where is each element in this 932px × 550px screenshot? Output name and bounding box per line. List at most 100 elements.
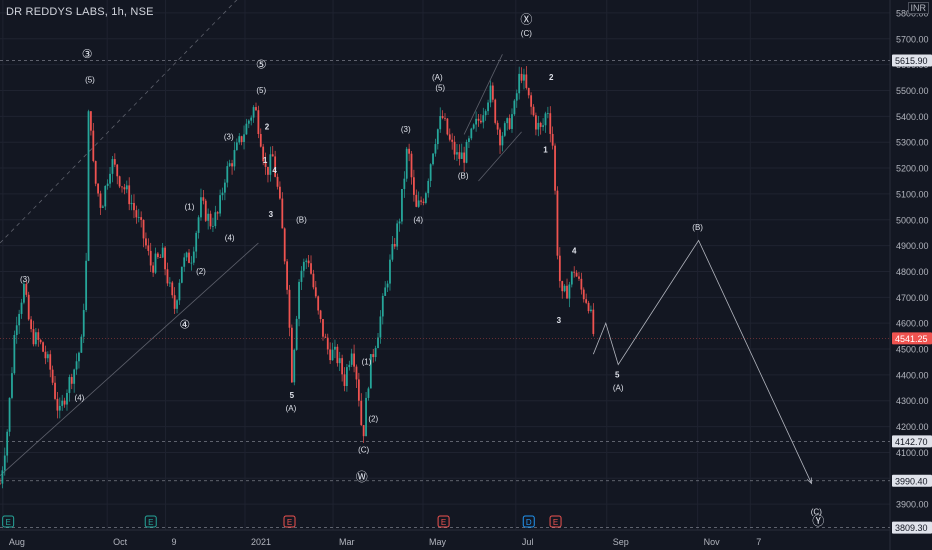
x-tick-label: Jul bbox=[522, 537, 534, 547]
candle-body bbox=[441, 115, 444, 118]
candle-body bbox=[46, 354, 49, 359]
x-tick-label: Aug bbox=[9, 537, 25, 547]
event-marker-label: D bbox=[526, 518, 532, 527]
y-tick-label: 5000.00 bbox=[896, 215, 929, 225]
candle-body bbox=[319, 310, 322, 320]
candle-body bbox=[353, 353, 355, 367]
candle-body bbox=[99, 193, 102, 208]
wave-label: 1 bbox=[263, 156, 268, 165]
dividend-marker[interactable] bbox=[522, 515, 535, 528]
candle-body bbox=[293, 349, 296, 383]
candle-body bbox=[499, 129, 501, 146]
wave-label: ④ bbox=[179, 317, 190, 331]
wave-label: ③ bbox=[82, 47, 93, 61]
y-tick-label: 4900.00 bbox=[896, 241, 929, 251]
trendline[interactable] bbox=[478, 131, 522, 182]
last-price-label: 4541.25 bbox=[895, 334, 928, 344]
wave-label: (4) bbox=[75, 394, 85, 403]
candle-body bbox=[25, 283, 28, 295]
earnings-marker[interactable] bbox=[549, 515, 562, 528]
wave-label: (A) bbox=[286, 404, 297, 413]
candle-body bbox=[362, 425, 365, 437]
candle-body bbox=[393, 244, 396, 247]
candle-body bbox=[130, 202, 133, 205]
trendline[interactable] bbox=[463, 54, 503, 135]
wave-label: (2) bbox=[368, 414, 378, 423]
candle-body bbox=[61, 400, 64, 406]
candle-body bbox=[331, 349, 334, 361]
candle-body bbox=[405, 148, 408, 179]
y-tick-label: 5500.00 bbox=[896, 86, 929, 96]
candle-body bbox=[212, 226, 214, 227]
candle-body bbox=[477, 118, 480, 121]
candle-body bbox=[264, 161, 267, 167]
event-marker-label: E bbox=[148, 518, 153, 527]
candle-body bbox=[243, 134, 245, 143]
candle-body bbox=[262, 146, 265, 162]
candle-body bbox=[463, 152, 466, 163]
candle-body bbox=[94, 161, 97, 184]
currency-badge[interactable]: INR bbox=[907, 2, 929, 14]
candle-body bbox=[590, 309, 592, 312]
candle-body bbox=[190, 262, 193, 264]
candle-body bbox=[207, 213, 210, 221]
candle-body bbox=[104, 185, 107, 207]
wave-label: Ⓧ bbox=[520, 12, 532, 26]
wave-label: 4 bbox=[572, 246, 577, 255]
candle-body bbox=[386, 283, 389, 288]
wave-label: (4) bbox=[225, 233, 235, 242]
earnings-marker[interactable] bbox=[437, 515, 450, 528]
y-tick-label: 4800.00 bbox=[896, 267, 929, 277]
candle-body bbox=[259, 134, 262, 147]
wave-label: (B) bbox=[296, 215, 307, 224]
candle-body bbox=[489, 85, 492, 103]
candle-body bbox=[204, 200, 207, 221]
trendline[interactable] bbox=[0, 242, 259, 477]
candle-body bbox=[551, 133, 554, 146]
y-tick-label: 5400.00 bbox=[896, 112, 929, 122]
candle-body bbox=[140, 217, 143, 220]
projection-path[interactable] bbox=[592, 239, 812, 484]
candle-body bbox=[456, 152, 458, 155]
candle-body bbox=[178, 282, 181, 301]
candle-body bbox=[384, 287, 387, 296]
y-tick-label: 5100.00 bbox=[896, 189, 929, 199]
candle-body bbox=[11, 373, 13, 398]
candle-body bbox=[566, 285, 568, 299]
candle-body bbox=[511, 114, 513, 129]
candle-body bbox=[223, 182, 226, 193]
candle-body bbox=[15, 325, 18, 336]
candle-body bbox=[168, 282, 171, 284]
candle-body bbox=[484, 111, 487, 116]
candle-body bbox=[80, 336, 83, 353]
candle-body bbox=[1, 470, 4, 484]
candle-body bbox=[111, 159, 114, 174]
wave-label: 5 bbox=[615, 370, 620, 379]
earnings-marker[interactable] bbox=[2, 515, 15, 528]
earnings-marker[interactable] bbox=[283, 515, 296, 528]
candle-body bbox=[424, 193, 427, 203]
candle-body bbox=[42, 342, 44, 352]
trendline[interactable] bbox=[0, 0, 239, 244]
earnings-marker[interactable] bbox=[144, 515, 157, 528]
wave-label: 2 bbox=[265, 122, 270, 131]
candle-body bbox=[592, 309, 595, 334]
candle-body bbox=[137, 217, 140, 218]
wave-label: (1) bbox=[185, 202, 195, 211]
candle-body bbox=[508, 118, 511, 129]
candle-body bbox=[214, 212, 217, 227]
candle-body bbox=[408, 148, 411, 154]
x-tick-label: 2021 bbox=[251, 537, 271, 547]
price-level-tag bbox=[892, 521, 932, 534]
candle-body bbox=[157, 253, 159, 258]
candle-body bbox=[525, 74, 528, 88]
wave-label: Ⓦ bbox=[356, 470, 368, 484]
candle-body bbox=[468, 138, 470, 143]
candle-body bbox=[501, 135, 504, 146]
wave-label: (3) bbox=[224, 133, 234, 142]
candle-body bbox=[460, 152, 463, 159]
candle-body bbox=[68, 377, 71, 393]
candle-body bbox=[135, 210, 138, 218]
